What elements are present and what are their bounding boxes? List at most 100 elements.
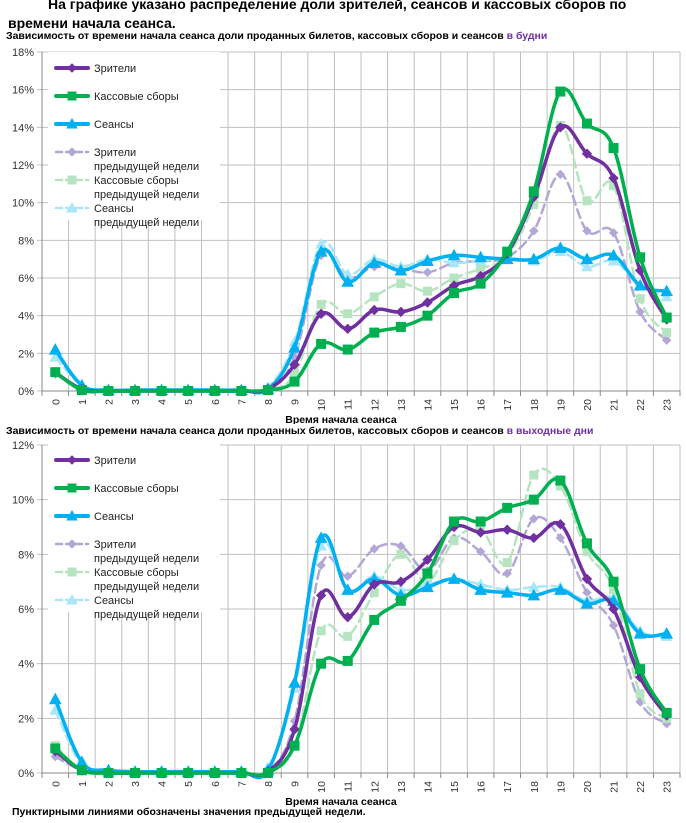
legend-entry-boxoffice: Кассовые сборы xyxy=(54,91,179,103)
y-tick-label: 0% xyxy=(18,768,34,780)
y-tick-label: 4% xyxy=(18,659,34,671)
legend-entry-viewers: Зрители xyxy=(54,455,136,467)
data-point-viewers_prev xyxy=(343,571,353,581)
chart-weekend: 0%2%4%6%8%10%12%0 1 2 3 4 5 6 7 8 9 10 11 12 13 14 15 16… xyxy=(12,440,681,808)
x-tick-label: 19 xyxy=(555,781,567,793)
data-point-boxoffice xyxy=(581,538,592,549)
data-point-sessions xyxy=(447,248,461,261)
x-tick-label: 1 xyxy=(77,781,89,787)
data-point-sessions xyxy=(474,583,487,595)
x-tick-label: 20 xyxy=(582,399,594,411)
chart-weekday-title-text: Зависимость от времени начала сеанса дол… xyxy=(6,30,504,42)
x-tick-label: 12 xyxy=(369,399,381,411)
x-tick-label: 12 xyxy=(369,781,381,793)
legend-marker-diamond-icon xyxy=(67,147,77,157)
data-point-boxoffice_prev xyxy=(369,588,379,598)
chart-weekday-title-accent: в будни xyxy=(506,30,548,42)
data-point-viewers_prev xyxy=(555,169,566,180)
legend-label: Зрители xyxy=(94,63,136,75)
data-point-boxoffice xyxy=(369,327,380,338)
legend-label: Кассовые сборы xyxy=(94,91,179,103)
x-tick-label: 16 xyxy=(476,399,488,411)
x-tick-label: 6 xyxy=(210,399,222,405)
data-point-boxoffice xyxy=(661,707,672,718)
legend-label: Зрители xyxy=(94,147,136,159)
data-point-sessions xyxy=(500,586,514,598)
data-point-sessions xyxy=(314,531,328,543)
data-point-boxoffice xyxy=(581,118,592,129)
legend-marker-triangle-icon xyxy=(66,593,78,605)
data-point-boxoffice xyxy=(103,386,114,396)
data-point-boxoffice xyxy=(103,768,114,778)
data-point-viewers xyxy=(369,579,380,590)
x-tick-label: 19 xyxy=(555,399,567,411)
x-tick-label: 14 xyxy=(422,781,434,793)
data-point-boxoffice xyxy=(422,310,433,321)
data-point-viewers xyxy=(581,148,593,159)
data-point-viewers xyxy=(475,527,486,538)
data-point-boxoffice_prev xyxy=(635,689,645,699)
data-point-sessions xyxy=(554,241,567,253)
legend-marker-triangle-icon xyxy=(66,117,78,129)
x-tick-label: 15 xyxy=(449,781,461,793)
data-point-viewers xyxy=(395,306,407,318)
data-point-viewers_prev xyxy=(608,620,619,631)
data-point-boxoffice xyxy=(130,386,141,396)
data-point-viewers xyxy=(289,359,300,370)
data-point-sessions xyxy=(474,250,487,263)
legend-label-line2: предыдущей недели xyxy=(94,553,199,565)
x-tick-label: 3 xyxy=(130,781,142,787)
legend-marker-diamond-icon xyxy=(67,63,77,73)
data-point-sessions xyxy=(341,583,355,595)
data-point-viewers xyxy=(342,323,353,335)
y-tick-label: 18% xyxy=(12,47,34,59)
data-point-viewers xyxy=(369,304,380,316)
legend-entry-viewers: Зрители xyxy=(54,63,136,75)
data-point-sessions_prev xyxy=(448,256,460,268)
data-point-boxoffice xyxy=(316,338,327,349)
x-tick-label: 10 xyxy=(316,399,328,411)
data-point-sessions xyxy=(288,341,301,353)
y-tick-label: 6% xyxy=(18,604,34,616)
data-point-viewers_prev xyxy=(475,546,486,557)
legend-marker-triangle-icon xyxy=(66,201,78,213)
legend-background xyxy=(48,52,220,220)
x-tick-label: 2 xyxy=(103,399,115,405)
legend-marker-diamond-icon xyxy=(67,455,77,465)
data-point-boxoffice_prev xyxy=(422,286,432,296)
data-point-viewers xyxy=(608,172,619,184)
legend-entry-viewers_prev: Зрители предыдущей недели xyxy=(54,147,199,173)
data-point-boxoffice_prev xyxy=(369,292,379,302)
x-tick-label: 18 xyxy=(529,781,541,793)
data-point-viewers_prev xyxy=(582,226,592,236)
legend-entry-viewers_prev: Зрители предыдущей недели xyxy=(54,539,199,565)
x-tick-label: 10 xyxy=(316,781,328,793)
legend-label-line2: предыдущей недели xyxy=(94,581,199,593)
x-tick-label: 0 xyxy=(50,399,62,405)
chart-weekdays: 0%2%4%6%8%10%12%14%16%18%0 1 2 3 4 5 6 7 8 9 10 11 1… xyxy=(12,47,681,424)
data-point-boxoffice xyxy=(528,494,539,505)
data-point-boxoffice xyxy=(209,768,220,778)
data-point-sessions xyxy=(527,252,541,265)
data-point-viewers xyxy=(342,611,353,623)
x-tick-label: 17 xyxy=(502,781,514,793)
data-point-viewers_prev xyxy=(555,533,566,543)
data-point-boxoffice xyxy=(316,658,327,669)
x-tick-label: 20 xyxy=(582,781,594,793)
x-tick-label: 5 xyxy=(183,781,195,787)
legend-marker-square-icon xyxy=(67,91,77,101)
x-tick-label: 6 xyxy=(210,781,222,787)
data-point-viewers_prev xyxy=(529,514,539,524)
y-tick-label: 6% xyxy=(18,273,34,285)
data-point-boxoffice xyxy=(449,516,460,527)
x-axis-label: Время начала сеанса xyxy=(285,414,397,424)
legend-label: Сеансы xyxy=(94,203,134,215)
x-tick-label: 0 xyxy=(50,781,62,787)
data-point-boxoffice xyxy=(76,765,87,776)
data-point-viewers xyxy=(422,297,433,308)
data-point-sessions xyxy=(367,256,381,268)
data-point-viewers xyxy=(422,554,433,566)
data-point-sessions xyxy=(660,627,674,639)
data-point-boxoffice_prev xyxy=(316,299,326,309)
data-point-sessions xyxy=(580,596,594,609)
